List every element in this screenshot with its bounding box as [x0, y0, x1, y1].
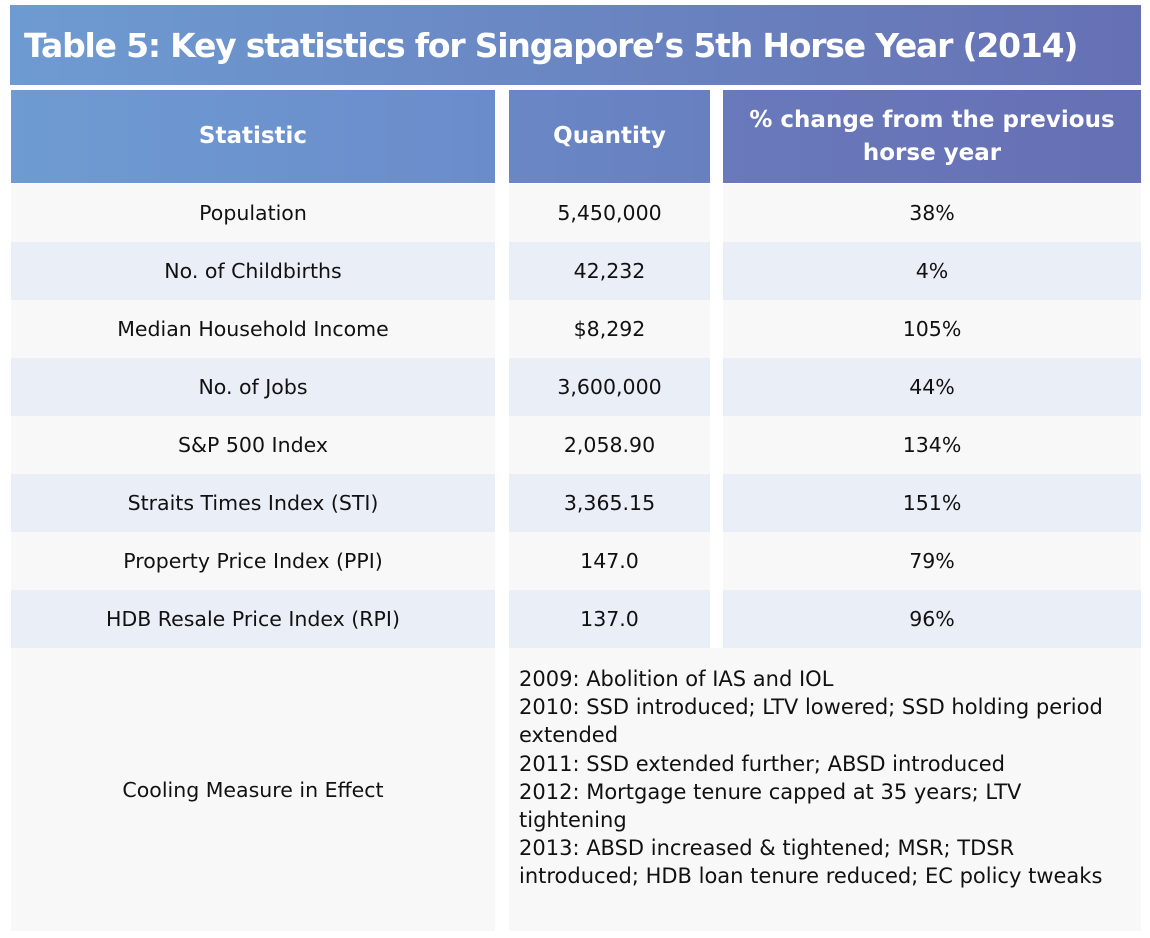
cell-quantity: 3,365.15	[509, 474, 710, 532]
cell-percent-change: 4%	[723, 242, 1141, 300]
cooling-measure-item: 2010: SSD introduced; LTV lowered; SSD h…	[519, 695, 1103, 748]
cell-statistic: HDB Resale Price Index (RPI)	[11, 590, 495, 648]
cooling-measure-item: 2011: SSD extended further; ABSD introdu…	[519, 751, 1005, 776]
header-quantity: Quantity	[509, 90, 710, 183]
cell-statistic: No. of Childbirths	[11, 242, 495, 300]
header-statistic: Statistic	[11, 90, 495, 183]
cell-percent-change: 44%	[723, 358, 1141, 416]
cell-quantity: $8,292	[509, 300, 710, 358]
table-title-bar: Table 5: Key statistics for Singapore’s …	[10, 5, 1141, 85]
cell-quantity: 5,450,000	[509, 184, 710, 242]
cell-statistic: Straits Times Index (STI)	[11, 474, 495, 532]
cell-percent-change: 105%	[723, 300, 1141, 358]
cell-statistic: Property Price Index (PPI)	[11, 532, 495, 590]
cell-percent-change: 96%	[723, 590, 1141, 648]
cell-statistic: Population	[11, 184, 495, 242]
cooling-measure-label: Cooling Measure in Effect	[11, 648, 495, 931]
header-percent-change: % change from the previous horse year	[723, 90, 1141, 183]
cell-percent-change: 151%	[723, 474, 1141, 532]
cell-quantity: 3,600,000	[509, 358, 710, 416]
cooling-measure-item: 2009: Abolition of IAS and IOL	[519, 667, 834, 691]
cell-quantity: 42,232	[509, 242, 710, 300]
cell-quantity: 2,058.90	[509, 416, 710, 474]
cooling-measure-item: 2013: ABSD increased & tightened; MSR; T…	[519, 836, 1103, 889]
cell-statistic: S&P 500 Index	[11, 416, 495, 474]
cell-percent-change: 79%	[723, 532, 1141, 590]
table-title: Table 5: Key statistics for Singapore’s …	[24, 25, 1078, 65]
cell-percent-change: 134%	[723, 416, 1141, 474]
cell-percent-change: 38%	[723, 184, 1141, 242]
cooling-measure-item: 2012: Mortgage tenure capped at 35 years…	[519, 779, 1022, 833]
cell-quantity: 147.0	[509, 532, 710, 590]
cell-quantity: 137.0	[509, 590, 710, 648]
cell-statistic: Median Household Income	[11, 300, 495, 358]
cell-statistic: No. of Jobs	[11, 358, 495, 416]
cooling-measures-list: 2009: Abolition of IAS and IOL 2010: SSD…	[509, 648, 1141, 931]
